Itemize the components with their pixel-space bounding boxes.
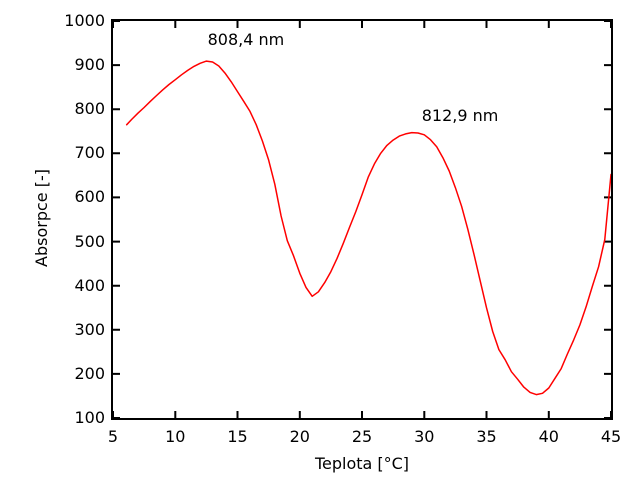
- y-tick-label: 900: [74, 55, 105, 75]
- y-tick-label: 200: [74, 363, 105, 383]
- y-tick-label: 1000: [64, 11, 105, 30]
- plot-frame: [111, 19, 613, 420]
- data-curve: [125, 60, 611, 396]
- x-tick-label: 15: [227, 427, 248, 446]
- y-tick-label: 800: [74, 99, 105, 119]
- plot-svg: [113, 21, 611, 418]
- x-tick-label: 40: [538, 427, 559, 446]
- x-tick-label: 30: [414, 427, 435, 446]
- y-tick-label: 500: [74, 231, 105, 251]
- x-tick-label: 35: [476, 427, 497, 446]
- y-tick-label: 700: [74, 143, 105, 163]
- axis-tick-marks: [113, 21, 611, 418]
- y-tick-label: 400: [74, 275, 105, 295]
- y-tick-label: 100: [74, 408, 105, 427]
- y-tick-label: 600: [74, 187, 105, 207]
- x-tick-label: 25: [351, 427, 373, 446]
- x-tick-label: 5: [107, 427, 119, 446]
- x-tick-label: 20: [289, 427, 310, 446]
- x-tick-label: 10: [165, 427, 186, 446]
- annotation-label: 812,9 nm: [421, 105, 499, 125]
- x-tick-label: 45: [600, 427, 622, 446]
- y-axis-title: Absorpce [-]: [32, 169, 51, 267]
- annotation-label: 808,4 nm: [207, 29, 285, 49]
- y-tick-label: 300: [74, 319, 105, 339]
- x-axis-title: Teplota [°C]: [314, 454, 410, 473]
